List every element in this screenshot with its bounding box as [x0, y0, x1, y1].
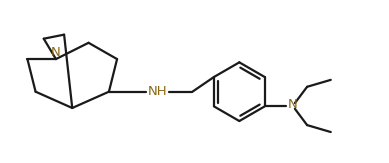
Text: NH: NH: [148, 85, 167, 98]
Text: N: N: [287, 98, 297, 111]
Text: N: N: [50, 46, 60, 59]
